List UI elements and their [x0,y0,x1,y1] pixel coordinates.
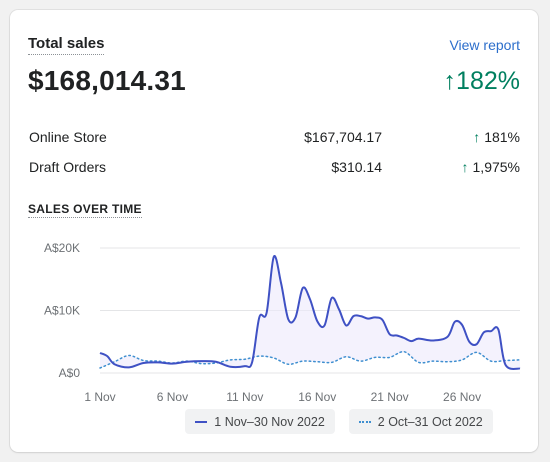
row-change-value: 181% [484,129,520,145]
arrow-up-icon: ↑ [443,67,457,95]
solid-line-swatch [195,420,208,423]
series-area-fill [100,255,520,369]
x-tick-label: 11 Nov [226,390,263,404]
y-tick-label: A$10K [44,304,80,318]
view-report-link[interactable]: View report [449,37,520,53]
row-value: $167,704.17 [304,129,382,145]
chart-legend: 1 Nov–30 Nov 2022 2 Oct–31 Oct 2022 [10,409,538,434]
dotted-line-swatch [358,420,371,423]
legend-item-current[interactable]: 1 Nov–30 Nov 2022 [185,409,335,434]
arrow-up-icon: ↑ [461,159,469,175]
sales-breakdown: Online Store $167,704.17 ↑ 181% Draft Ord… [28,122,520,182]
x-tick-label: 6 Nov [157,390,188,404]
legend-label-current: 1 Nov–30 Nov 2022 [214,414,325,429]
row-change: ↑ 1,975% [462,152,520,182]
row-label: Online Store [29,129,107,145]
total-sales-value: $168,014.31 [28,65,186,96]
breakdown-row-draft-orders: Draft Orders $310.14 ↑ 1,975% [28,152,520,182]
y-tick-label: A$20K [44,241,80,255]
card-title: Total sales [28,35,105,55]
legend-label-previous: 2 Oct–31 Oct 2022 [377,414,483,429]
total-sales-change: ↑182% [444,66,520,96]
legend-item-previous[interactable]: 2 Oct–31 Oct 2022 [348,409,493,434]
total-sales-card: Total sales View report $168,014.31 ↑182… [10,10,538,452]
series-line-previous [99,350,521,369]
x-tick-label: 1 Nov [84,390,115,404]
total-change-value: 182% [456,67,520,95]
row-change: ↑ 181% [473,122,520,152]
breakdown-row-online-store: Online Store $167,704.17 ↑ 181% [28,122,520,152]
x-tick-label: 26 Nov [443,390,481,404]
row-change-value: 1,975% [472,159,520,175]
sales-over-time-chart: A$20K A$10K A$01 Nov 6 Nov 11 Nov 16 Nov 21 No… [44,241,521,404]
row-value: $310.14 [331,159,382,175]
arrow-up-icon: ↑ [473,129,481,145]
series-line-current [99,255,521,370]
row-label: Draft Orders [29,159,107,175]
x-tick-label: 21 Nov [371,390,409,404]
chart-title: SALES OVER TIME [28,202,142,218]
x-tick-label: 16 Nov [298,390,336,404]
y-tick-label: A$0 [59,366,81,380]
